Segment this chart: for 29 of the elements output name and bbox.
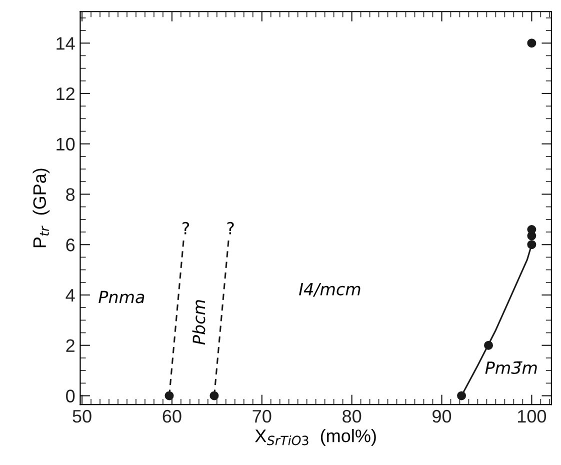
annotation: ? [227, 222, 234, 234]
y-tick-label: 8 [66, 188, 75, 201]
point [527, 38, 536, 48]
annotation: I4/mcm [299, 283, 360, 297]
annotation: ? [182, 222, 190, 234]
annotation: Pbcm [192, 300, 206, 345]
x-tick-label: 60 [162, 410, 182, 423]
point [484, 340, 494, 350]
point [457, 391, 466, 400]
x-tick-label: 50 [72, 410, 92, 423]
x-tick-label: 90 [432, 410, 452, 423]
x-tick-label: 70 [252, 410, 272, 423]
y-tick-label: 2 [66, 339, 74, 352]
x-tick-label: 100 [518, 410, 546, 423]
point [210, 391, 219, 400]
y-tick-label: 12 [56, 87, 74, 100]
point [164, 391, 174, 400]
y-tick-label: 6 [66, 238, 75, 252]
y-tick-label: 10 [56, 138, 75, 151]
x-tick-label: 80 [342, 410, 362, 423]
x-axis-title: X$_{SrTiO3}$ (mol%) [255, 429, 376, 446]
point [527, 225, 536, 234]
y-tick-label: 4 [66, 289, 75, 302]
y-tick-label: 0 [66, 390, 75, 402]
point [527, 240, 536, 250]
annotation: Pm3̄m [485, 361, 537, 374]
y-axis-title: P$_{tr}$ (GPa) [32, 168, 50, 248]
annotation: Pnma [98, 290, 144, 304]
y-tick-label: 14 [56, 37, 75, 50]
